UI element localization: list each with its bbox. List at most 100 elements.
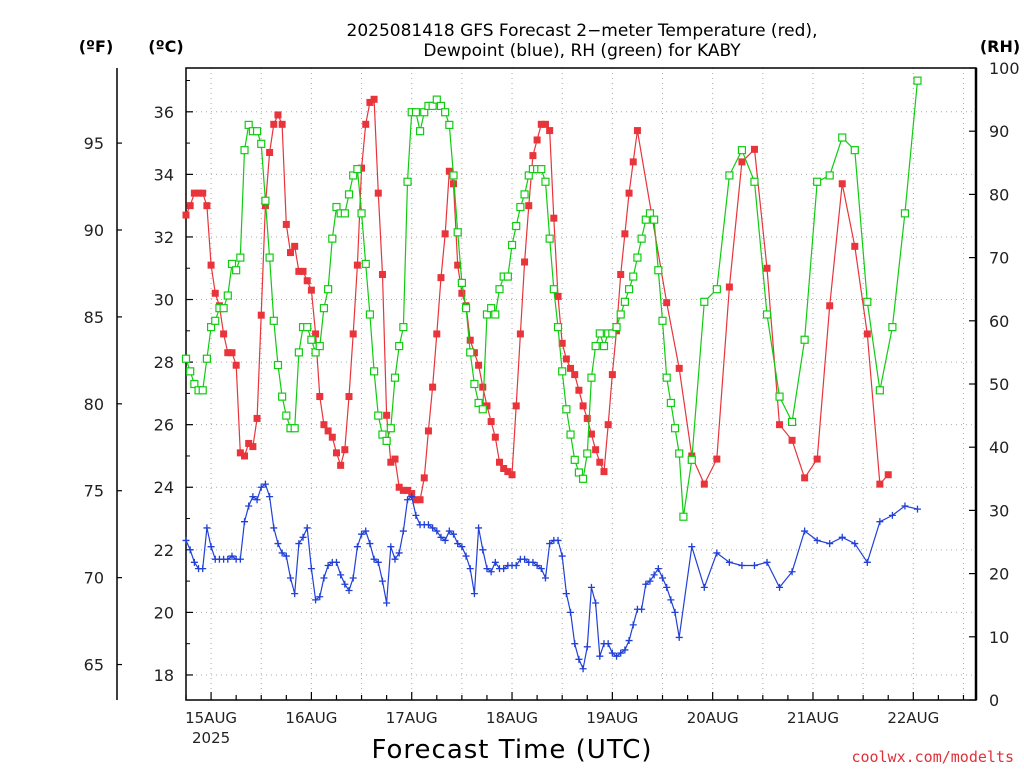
rh-point [645, 209, 655, 218]
rh-point [365, 310, 375, 319]
dewpoint-point [408, 493, 416, 501]
temperature-point [182, 211, 190, 219]
rh-point [787, 417, 797, 427]
rh-point [512, 221, 521, 231]
rh-point [666, 398, 675, 408]
rh-point [461, 304, 471, 313]
dewpoint-point [537, 565, 545, 573]
rh-point [303, 323, 312, 332]
dewpoint-point [567, 608, 575, 616]
rh-point [357, 209, 366, 218]
temperature-point [813, 455, 821, 463]
temperature-point [483, 402, 491, 410]
celsius-tick-label: 18 [154, 666, 174, 685]
fahrenheit-tick-label: 75 [84, 482, 104, 501]
rh-point [457, 278, 466, 287]
x-tick-label: 20AUG [687, 709, 739, 727]
dewpoint-point [282, 552, 290, 560]
dewpoint-point [266, 493, 274, 501]
temperature-point [788, 436, 796, 444]
rh-point [420, 108, 429, 117]
temperature-point [750, 145, 758, 153]
rh-point [269, 316, 278, 325]
rh-point [624, 285, 634, 294]
rh-point [549, 285, 558, 294]
dewpoint-point [253, 496, 261, 504]
rh-point [537, 165, 546, 174]
temperature-point [404, 486, 412, 494]
temperature-point [324, 427, 332, 435]
dewpoint-point [316, 593, 324, 601]
dewpoint-point [190, 558, 198, 566]
rh-tick-label: 100 [989, 59, 1020, 78]
rh-point [470, 379, 479, 389]
rh-point [700, 297, 709, 306]
rh-point [315, 341, 324, 351]
temperature-point [604, 421, 612, 429]
dewpoint-point [370, 555, 378, 563]
rh-point [595, 329, 604, 338]
rh-point [562, 405, 571, 414]
dewpoint-point [713, 549, 721, 557]
dewpoint-point [838, 533, 846, 541]
temperature-point [211, 289, 219, 297]
rh-point [750, 177, 759, 186]
credit-link[interactable]: coolwx.com/modelts [851, 748, 1014, 766]
rh-point [578, 474, 588, 483]
dewpoint-point [479, 546, 487, 554]
rh-point [374, 411, 383, 420]
dewpoint-point [688, 543, 696, 551]
temperature-point [374, 189, 382, 197]
dewpoint-point [558, 552, 566, 560]
temperature-point [241, 452, 249, 460]
temperature-point [776, 421, 784, 429]
dewpoint-point [182, 536, 190, 544]
rh-point [261, 196, 270, 205]
rh-point [900, 209, 910, 218]
dewpoint-point [332, 558, 340, 566]
dewpoint-point [362, 527, 370, 535]
rh-point [650, 215, 659, 224]
dewpoint-point [312, 596, 320, 604]
temperature-point [550, 214, 558, 222]
fahrenheit-tick-label: 70 [84, 569, 104, 588]
dewpoint-point [554, 536, 562, 544]
rh-point [415, 127, 425, 136]
temperature-point [625, 189, 633, 197]
celsius-unit-label: (ºC) [148, 37, 183, 56]
rh-point [436, 101, 446, 111]
rh-tick-label: 70 [989, 249, 1009, 268]
temperature-point [491, 433, 499, 441]
rh-point [307, 335, 316, 344]
temperature-point [445, 167, 453, 175]
rh-line [185, 80, 919, 517]
dewpoint-point [579, 665, 587, 673]
rh-point [349, 171, 358, 180]
dewpoint-point [613, 652, 621, 660]
dewpoint-point [257, 483, 265, 491]
rh-point [395, 341, 404, 351]
dewpoint-point [642, 580, 650, 588]
temperature-point [416, 496, 424, 504]
dewpoint-point [228, 552, 236, 560]
temperature-point [863, 330, 871, 338]
dewpoint-point [650, 571, 658, 579]
celsius-tick-label: 28 [154, 353, 174, 372]
temperature-point [554, 292, 562, 300]
celsius-tick-label: 22 [154, 541, 174, 560]
x-tick-label: 21AUG [787, 709, 839, 727]
rh-point [466, 348, 475, 357]
temperature-point [621, 230, 629, 238]
rh-point [608, 329, 617, 338]
temperature-point [224, 349, 232, 357]
rh-point [658, 316, 667, 325]
temperature-point [395, 483, 403, 491]
dewpoint-point [913, 505, 921, 513]
dewpoint-point [750, 561, 758, 569]
dewpoint-point [888, 511, 896, 519]
temperature-point [257, 311, 265, 319]
temperature-point [349, 330, 357, 338]
fahrenheit-tick-label: 90 [84, 221, 104, 240]
rh-unit-label: (RH) [980, 37, 1020, 56]
